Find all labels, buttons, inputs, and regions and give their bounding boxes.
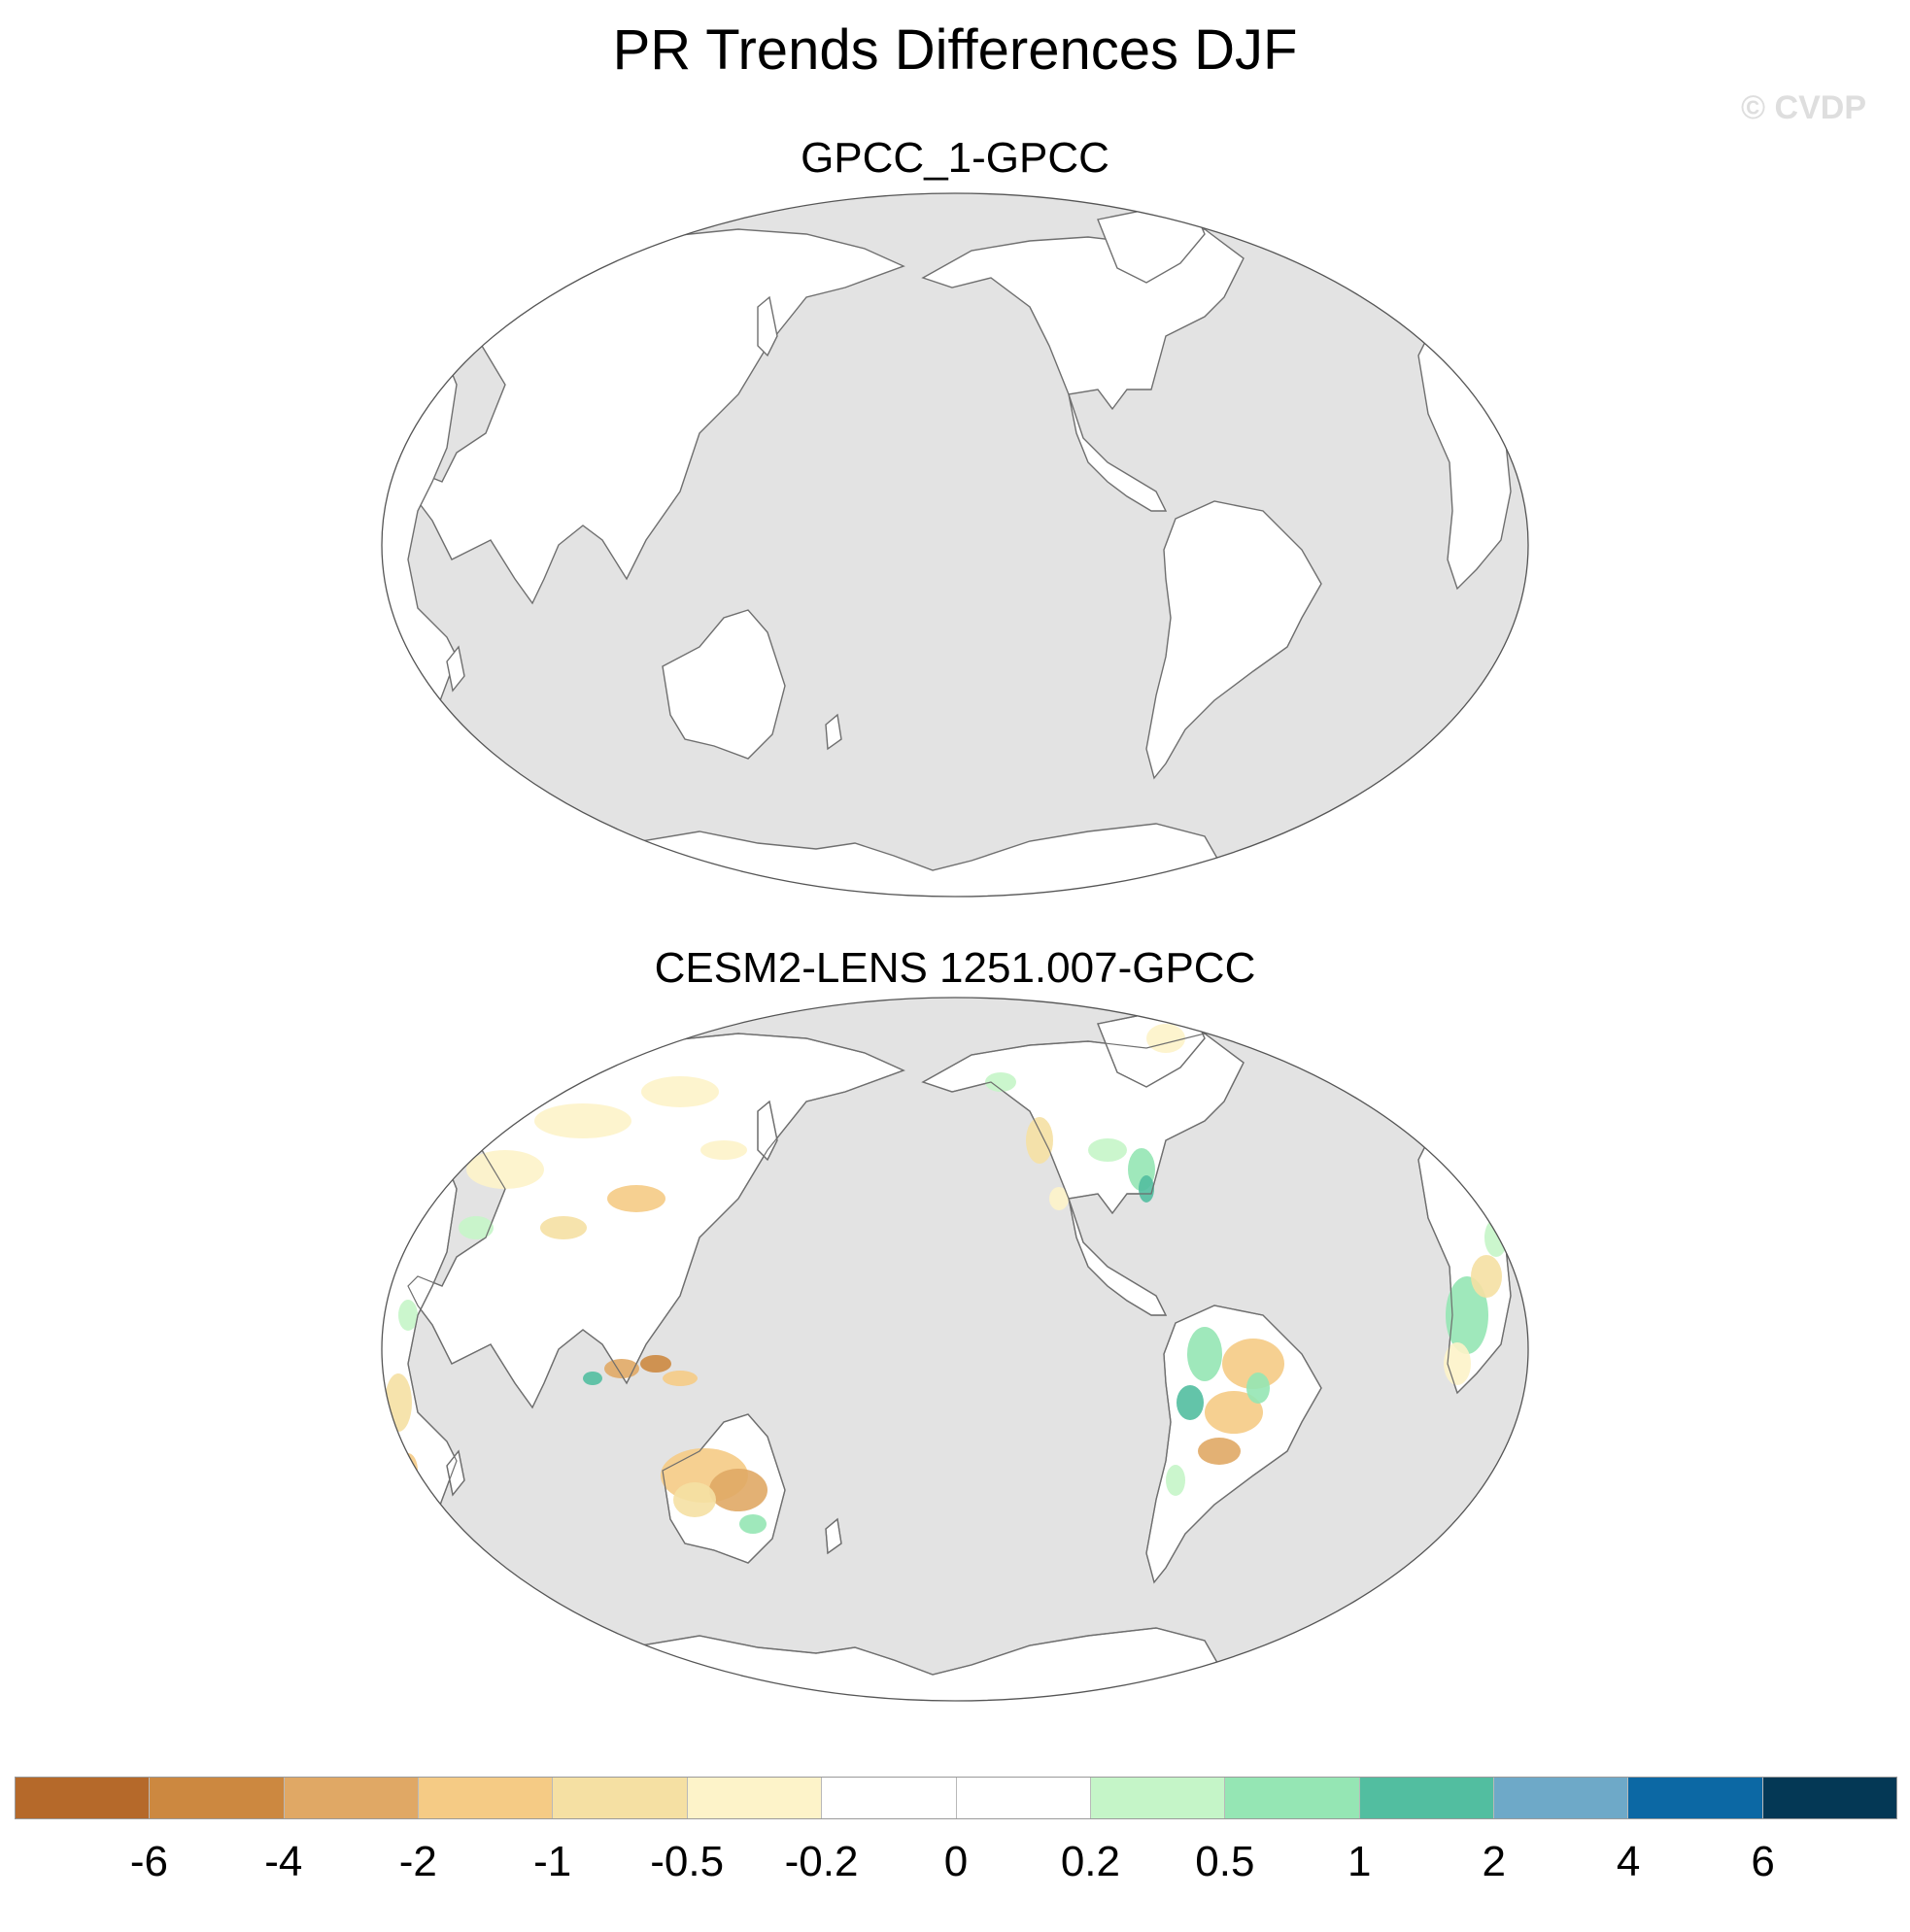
anomaly-patch [1166, 1465, 1185, 1496]
land-japan [757, 295, 778, 357]
anomaly-patch [709, 1469, 767, 1511]
colorbar-tick-label: -4 [264, 1838, 303, 1885]
coastline-japan [757, 1100, 778, 1162]
coastline-eurasia [407, 1033, 905, 1409]
colorbar-tick-label: 4 [1616, 1838, 1641, 1885]
anomaly-patch [604, 1359, 639, 1378]
anomaly-patch [1444, 1342, 1471, 1385]
anomaly-patch [607, 1185, 665, 1212]
colorbar-box [1090, 1778, 1226, 1818]
anomaly-patch [540, 1216, 587, 1239]
anomaly-patch [1352, 1070, 1387, 1094]
colorbar-tick-label: 1 [1347, 1838, 1372, 1885]
colorbar-tick-label: 2 [1482, 1838, 1506, 1885]
colorbar-box [1225, 1778, 1360, 1818]
colorbar-tick-label: 6 [1751, 1838, 1775, 1885]
land-australia [662, 609, 786, 760]
anomaly-patch [583, 1372, 602, 1385]
map-border [381, 997, 1529, 1702]
anomaly-patch [1281, 1020, 1313, 1047]
coastline-nz [825, 1517, 842, 1555]
anomaly-patch [1187, 1327, 1222, 1381]
colorbar-box [1493, 1778, 1629, 1818]
colorbar-box [16, 1778, 151, 1818]
colorbar-box [419, 1778, 554, 1818]
anomaly-patch [398, 1453, 418, 1488]
anomaly-patch [398, 1300, 418, 1331]
coastline-camerica [1068, 1198, 1167, 1316]
coastline-madagascar [446, 1449, 465, 1497]
coastline-australia [662, 1413, 786, 1564]
anomaly-patch [1471, 1255, 1502, 1298]
land-camerica [1068, 393, 1168, 512]
colorbar-tick-label: 0.2 [1060, 1838, 1120, 1885]
anomaly-patch [640, 1355, 671, 1373]
anomaly-patch [534, 1103, 631, 1138]
colorbar-box [822, 1778, 957, 1818]
colorbar [15, 1777, 1897, 1819]
anomaly-patch [700, 1140, 747, 1160]
land-samerica [1145, 500, 1322, 780]
colorbar-box [150, 1778, 285, 1818]
land-eurasia [407, 228, 905, 605]
coastline-samerica [1145, 1305, 1322, 1584]
colorbar-box [284, 1778, 420, 1818]
colorbar-box [1628, 1778, 1763, 1818]
colorbar-tick-label: 0 [943, 1838, 969, 1885]
land-namerica [921, 228, 1245, 411]
land-nz [825, 713, 842, 751]
panel-2-title: CESM2-LENS 1251.007-GPCC [654, 944, 1256, 992]
anomaly-patch [641, 1076, 719, 1107]
anomaly-patch [1205, 1391, 1263, 1434]
anomaly-patch [1222, 1339, 1284, 1389]
colorbar-tick-label: -2 [398, 1838, 437, 1885]
colorbar-box [956, 1778, 1091, 1818]
watermark: © CVDP [1741, 89, 1866, 126]
anomaly-patch [1026, 1117, 1053, 1164]
colorbar-tick-label: -0.2 [784, 1838, 859, 1885]
panel-1-title: GPCC_1-GPCC [801, 134, 1109, 182]
anomaly-patch [1088, 1138, 1127, 1162]
anomaly-patch [1139, 1175, 1154, 1203]
anomaly-patch [739, 1514, 767, 1534]
colorbar-tick-label: -6 [129, 1838, 168, 1885]
anomaly-patch [1308, 1035, 1354, 1070]
anomaly-patch [1049, 1187, 1069, 1210]
land-madagascar [446, 645, 465, 693]
colorbar-box [1359, 1778, 1494, 1818]
anomaly-patch [1246, 1373, 1270, 1404]
map-border [381, 192, 1529, 898]
colorbar-box [1762, 1778, 1897, 1818]
figure-title: PR Trends Differences DJF [612, 18, 1298, 82]
anomaly-patch [1446, 1276, 1488, 1354]
colorbar-tick-label: -0.5 [650, 1838, 725, 1885]
colorbar-box [553, 1778, 688, 1818]
map-panel-1 [381, 192, 1529, 898]
anomaly-patch [663, 1371, 698, 1386]
anomaly-patch [985, 1072, 1016, 1092]
colorbar-box [687, 1778, 823, 1818]
coastline-namerica [921, 1033, 1245, 1214]
colorbar-tick-label: -1 [533, 1838, 572, 1885]
colorbar-tick-label: 0.5 [1195, 1838, 1255, 1885]
anomaly-patch [1198, 1438, 1241, 1465]
anomaly-patch [1177, 1385, 1204, 1420]
anomaly-patch [466, 1150, 544, 1189]
anomaly-patch [673, 1482, 716, 1517]
map-panel-2 [381, 997, 1529, 1702]
anomaly-patch [1146, 1024, 1185, 1053]
anomaly-patch [459, 1216, 494, 1239]
anomaly-patch [1484, 1218, 1508, 1257]
